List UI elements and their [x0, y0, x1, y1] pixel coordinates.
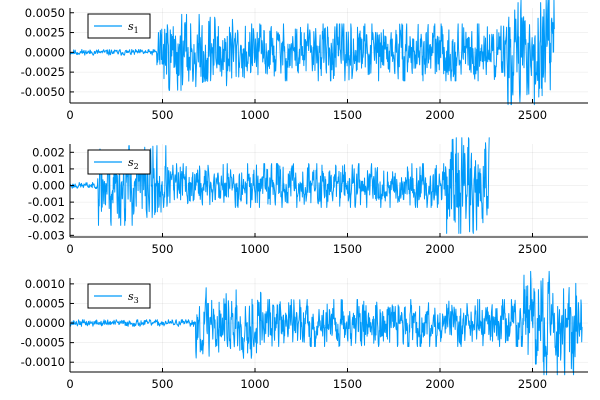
- legend-label: s3: [128, 290, 139, 305]
- legend-label-subscript: 1: [134, 26, 139, 35]
- x-tick-label: 2000: [425, 377, 454, 391]
- legend-label: s2: [128, 156, 139, 171]
- y-tick-label: -0.0005: [21, 336, 65, 350]
- y-tick-label: 0.0005: [25, 296, 65, 310]
- x-tick-label: 1000: [240, 108, 269, 122]
- legend: s2: [87, 149, 151, 175]
- series-line-s2: [69, 137, 490, 234]
- legend: s1: [87, 13, 151, 39]
- x-tick-label: 1500: [333, 242, 362, 256]
- series-line-s3: [69, 270, 583, 376]
- y-tick-label: -0.003: [28, 228, 65, 242]
- x-tick-label: 2500: [518, 108, 547, 122]
- x-tick-label: 1500: [333, 108, 362, 122]
- x-tick-label: 500: [152, 108, 174, 122]
- series-line-s1: [69, 0, 555, 106]
- x-tick-label: 0: [66, 108, 73, 122]
- x-tick-label: 2000: [425, 242, 454, 256]
- x-tick-label: 0: [66, 242, 73, 256]
- subplot-3: 0 500 1000 1500 2000 2500 -0.0010 -0.0005 0.0000…: [21, 270, 588, 391]
- y-tick-label: -0.0050: [21, 85, 65, 99]
- x-tick-label: 2500: [518, 377, 547, 391]
- x-tick-label: 500: [152, 242, 174, 256]
- x-tick-label: 500: [152, 377, 174, 391]
- y-tick-label: 0.001: [32, 162, 65, 176]
- legend-label-subscript: 3: [134, 296, 139, 305]
- legend-label-base: s: [128, 156, 134, 169]
- x-tick-label: 2500: [518, 242, 547, 256]
- y-tick-label: -0.002: [28, 212, 65, 226]
- y-tick-label: 0.002: [32, 145, 65, 159]
- subplot-2: 0 500 1000 1500 2000 2500 -0.003 -0.002 -0.001 0.…: [28, 137, 588, 256]
- legend-label-subscript: 2: [134, 162, 139, 171]
- y-tick-label: -0.0025: [21, 65, 65, 79]
- x-tick-label: 0: [66, 377, 73, 391]
- y-tick-label: 0.0025: [25, 26, 65, 40]
- x-tick-label: 1500: [333, 377, 362, 391]
- subplot-1: 0 500 1000 1500 2000 2500 -0.0050 -0.0025 0.0000…: [21, 0, 588, 122]
- legend-label-base: s: [128, 290, 134, 303]
- y-tick-label: -0.0010: [21, 355, 65, 369]
- x-tick-label: 1000: [240, 377, 269, 391]
- y-tick-label: 0.0000: [25, 45, 65, 59]
- x-tick-label: 1000: [240, 242, 269, 256]
- legend-label-base: s: [128, 20, 134, 33]
- y-tick-label: 0.0050: [25, 6, 65, 20]
- y-tick-label: 0.0010: [25, 277, 65, 291]
- legend: s3: [87, 283, 151, 309]
- y-tick-label: 0.000: [32, 179, 65, 193]
- y-tick-label: 0.0000: [25, 316, 65, 330]
- y-tick-label: -0.001: [28, 195, 65, 209]
- x-tick-label: 2000: [425, 108, 454, 122]
- legend-label: s1: [128, 20, 139, 35]
